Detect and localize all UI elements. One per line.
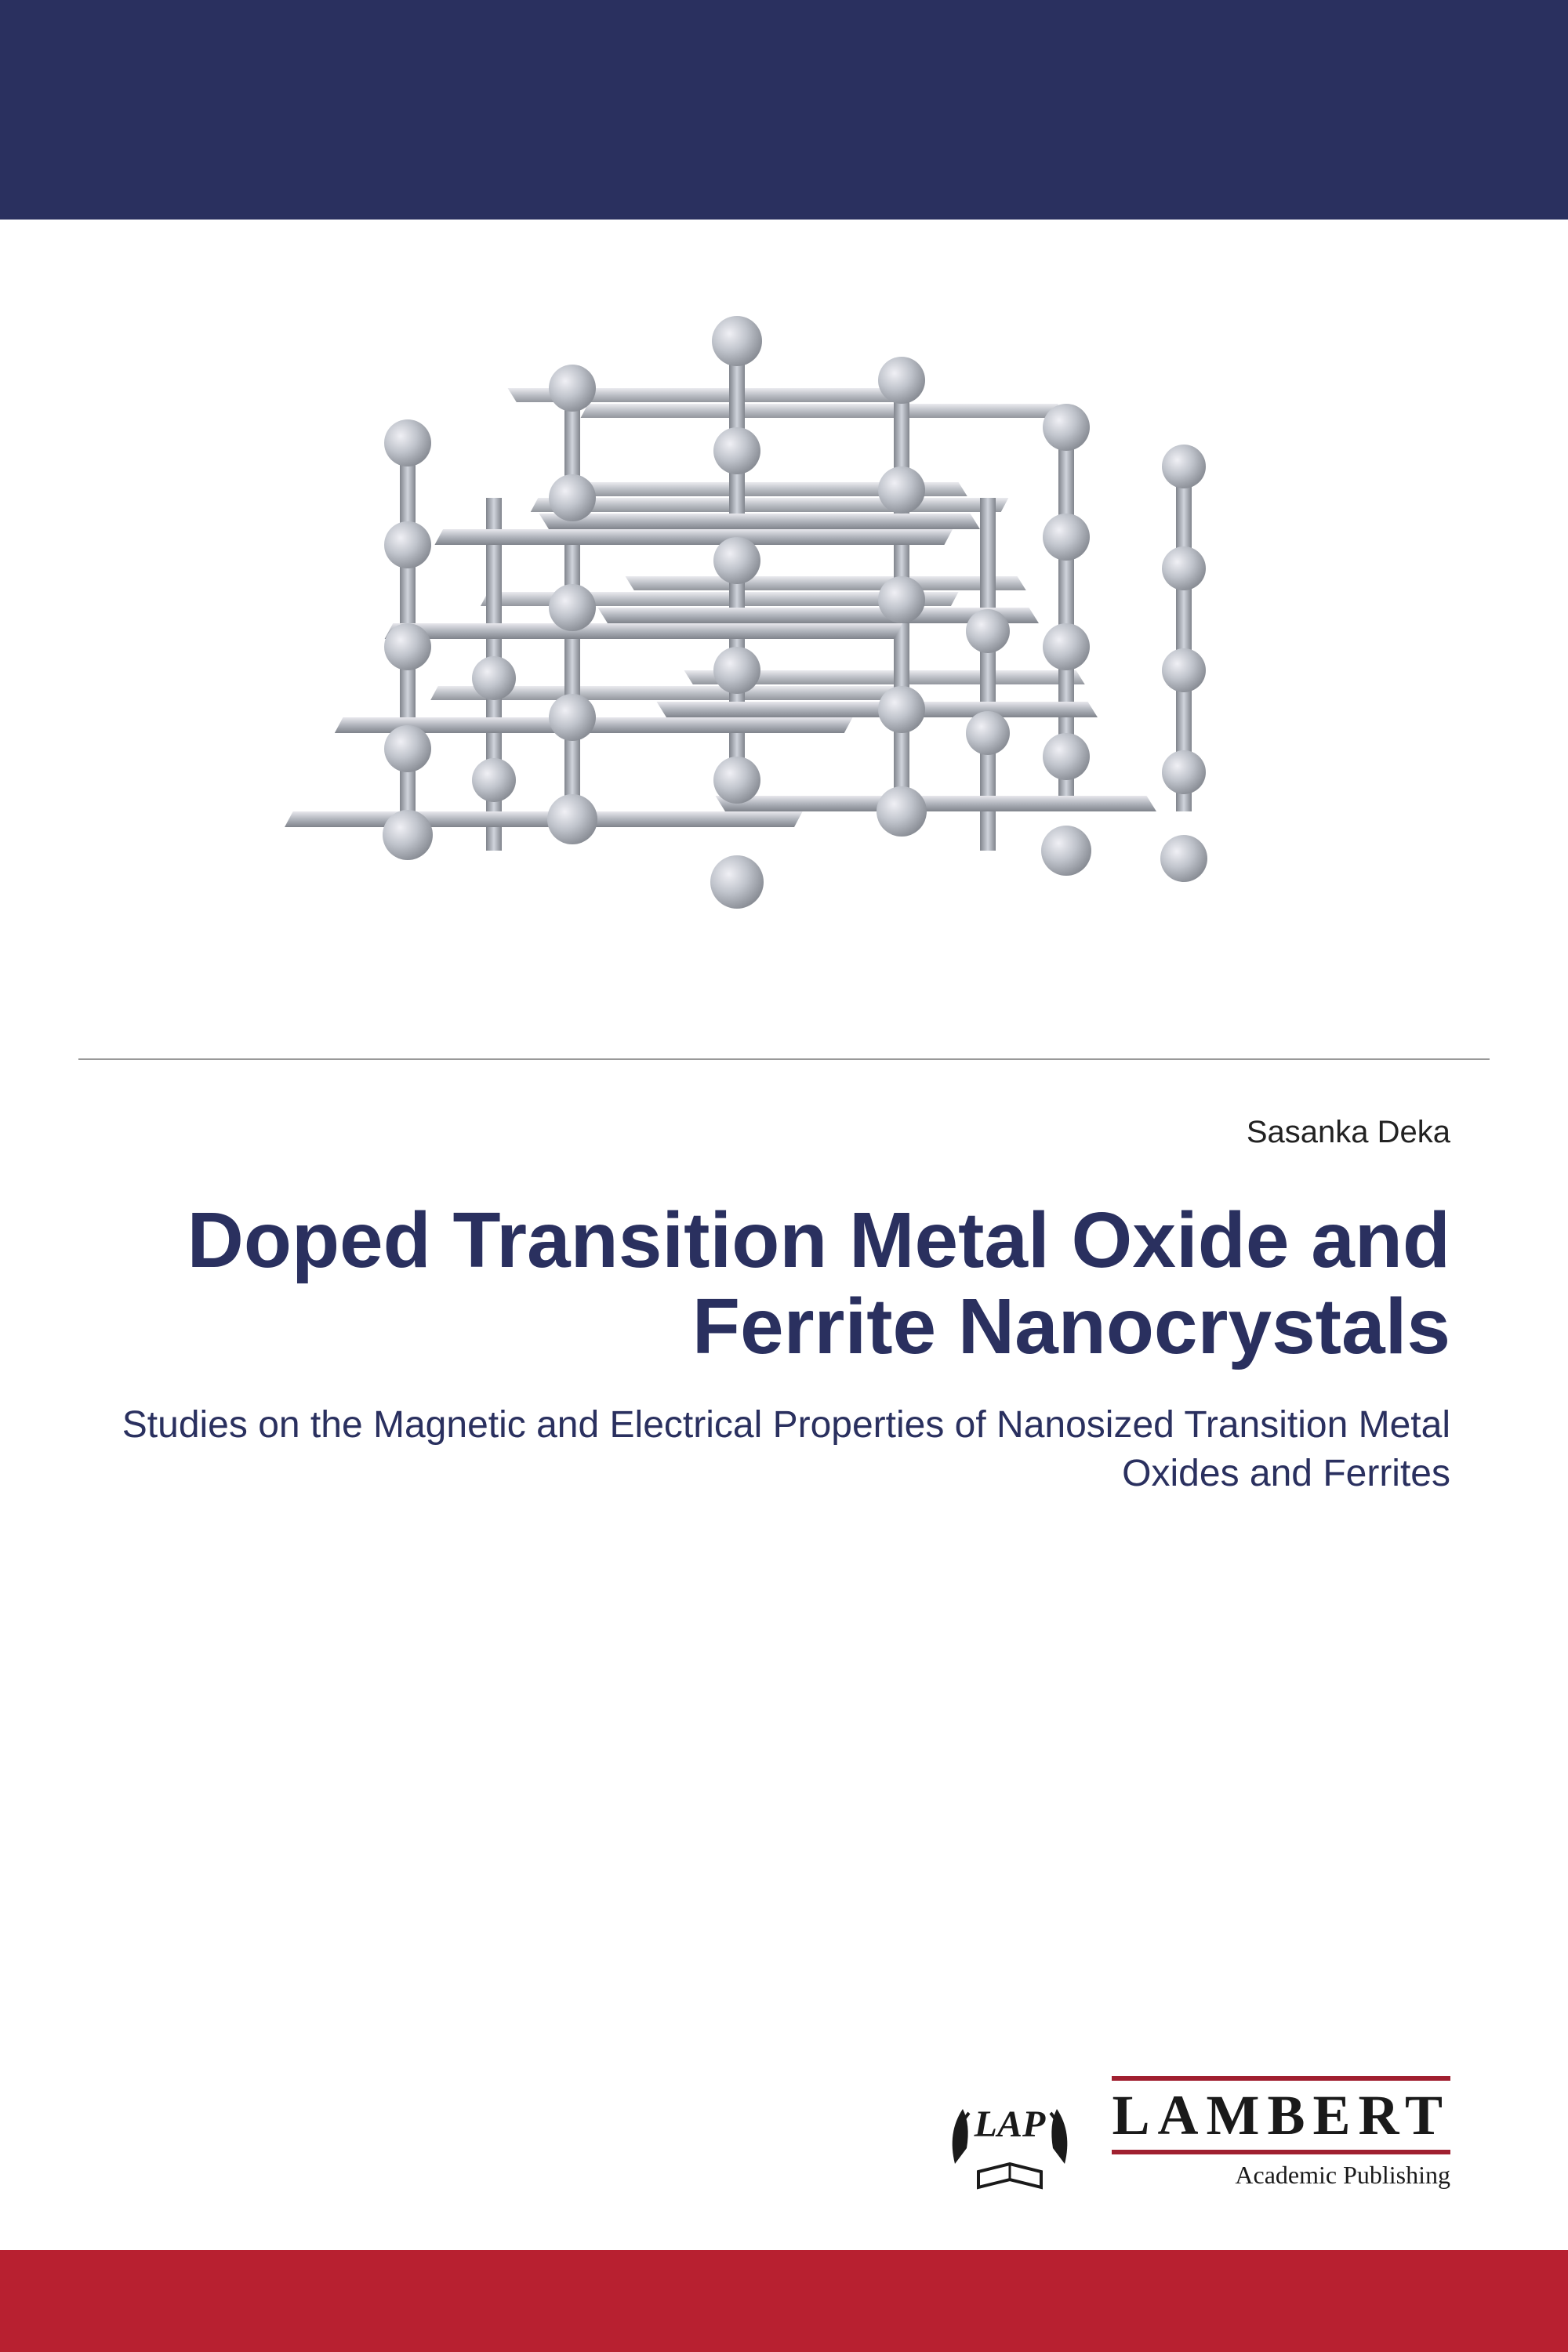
- book-title: Doped Transition Metal Oxide and Ferrite…: [118, 1197, 1450, 1370]
- bottom-bar: [0, 2250, 1568, 2352]
- publisher-name: LAMBERT: [1112, 2076, 1450, 2154]
- publisher-text: LAMBERT Academic Publishing: [1112, 2076, 1450, 2190]
- text-block: Sasanka Deka Doped Transition Metal Oxid…: [0, 1060, 1568, 1499]
- top-bar: [0, 0, 1568, 220]
- publisher-badge: LAP: [931, 2070, 1088, 2195]
- publisher-tagline: Academic Publishing: [1112, 2161, 1450, 2190]
- publisher-block: LAP LAMBERT Academic Publishing: [931, 2070, 1450, 2195]
- lattice-illustration: [235, 282, 1333, 1027]
- book-subtitle: Studies on the Magnetic and Electrical P…: [118, 1401, 1450, 1499]
- badge-text: LAP: [974, 2103, 1046, 2145]
- cover-image-area: [0, 220, 1568, 1058]
- author-name: Sasanka Deka: [118, 1115, 1450, 1150]
